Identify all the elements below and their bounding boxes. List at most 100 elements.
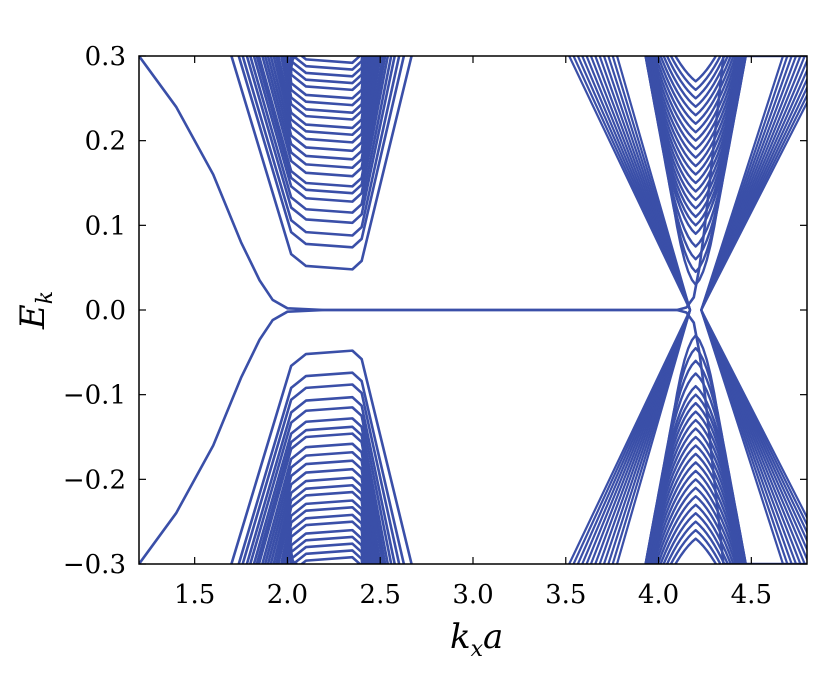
right-subband-lower bbox=[656, 495, 735, 564]
left-subband-upper bbox=[286, 56, 368, 100]
right-subband-upper bbox=[652, 56, 740, 142]
left-subband-lower bbox=[291, 549, 364, 564]
y-tick-label: −0.2 bbox=[63, 465, 126, 495]
y-tick-label: 0.3 bbox=[85, 42, 126, 72]
right-subband-lower bbox=[674, 537, 718, 564]
left-subband-lower bbox=[255, 425, 387, 564]
left-subband-upper bbox=[245, 56, 396, 225]
right-subband-lower bbox=[645, 435, 746, 564]
left-subband-upper bbox=[291, 56, 364, 71]
x-tick-label: 3.5 bbox=[545, 580, 586, 610]
right-subband-upper bbox=[651, 56, 741, 274]
x-tick-label: 4.0 bbox=[638, 580, 679, 610]
left-subband-upper bbox=[289, 56, 366, 85]
left-subband-lower bbox=[252, 417, 390, 564]
right-subband-lower bbox=[659, 503, 732, 564]
right-cone-branch-lower bbox=[567, 309, 692, 564]
right-subband-lower bbox=[648, 461, 743, 564]
left-subband-upper bbox=[289, 56, 365, 78]
right-subband-upper bbox=[654, 56, 737, 286]
left-subband-lower bbox=[261, 442, 382, 564]
y-axis-ticks: 0.3 0.2 0.1 0.0 −0.1 −0.2 −0.3 bbox=[63, 42, 807, 580]
left-subband-upper bbox=[266, 56, 378, 161]
right-subband-lower bbox=[650, 469, 741, 564]
right-subband-lower bbox=[644, 393, 747, 564]
right-subband-upper bbox=[645, 56, 746, 185]
right-subband-lower bbox=[654, 334, 737, 564]
right-subband-upper bbox=[659, 56, 732, 117]
right-subband-lower bbox=[648, 359, 744, 564]
left-subband-upper bbox=[257, 56, 385, 188]
right-subband-lower bbox=[654, 486, 737, 564]
right-subband-upper bbox=[646, 56, 745, 248]
y-tick-label: 0.1 bbox=[85, 211, 126, 241]
right-subband-upper bbox=[665, 56, 726, 100]
right-subband-upper bbox=[645, 56, 747, 235]
x-tick-label: 1.5 bbox=[174, 580, 215, 610]
right-subband-upper bbox=[656, 56, 735, 125]
x-axis-label: kxa bbox=[450, 617, 503, 662]
y-tick-label: −0.3 bbox=[63, 550, 126, 580]
y-tick-label: 0.0 bbox=[85, 296, 126, 326]
right-subband-upper bbox=[644, 56, 747, 202]
right-subband-upper bbox=[644, 56, 747, 219]
right-subband-upper bbox=[662, 56, 729, 108]
left-subband-upper bbox=[261, 56, 382, 178]
left-subband-upper bbox=[241, 56, 401, 237]
left-subband-lower bbox=[286, 520, 368, 564]
left-subband-lower bbox=[289, 535, 366, 564]
left-subband-upper bbox=[255, 56, 387, 195]
right-subband-lower bbox=[646, 444, 745, 564]
left-subband-upper bbox=[263, 56, 380, 170]
right-subband-upper bbox=[654, 56, 737, 134]
right-cone-branch-upper bbox=[700, 100, 807, 311]
right-subband-lower bbox=[645, 385, 747, 564]
right-subband-upper bbox=[648, 56, 743, 159]
right-subband-upper bbox=[644, 56, 747, 210]
right-subband-lower bbox=[662, 512, 729, 564]
right-subband-upper bbox=[647, 56, 744, 168]
left-subband-lower bbox=[266, 459, 378, 564]
right-subband-lower bbox=[644, 401, 747, 564]
right-subband-lower bbox=[644, 410, 747, 564]
y-tick-label: −0.1 bbox=[63, 381, 126, 411]
right-subband-upper bbox=[644, 56, 747, 227]
right-subband-upper bbox=[646, 56, 745, 176]
x-axis-ticks: 1.5 2.0 2.5 3.0 3.5 4.0 4.5 bbox=[174, 56, 772, 610]
x-tick-label: 4.5 bbox=[731, 580, 772, 610]
right-cone-branch-upper bbox=[567, 56, 692, 311]
right-subband-lower bbox=[665, 520, 726, 564]
left-subband-lower bbox=[289, 542, 365, 564]
y-axis-label: Ek bbox=[13, 291, 58, 330]
right-cone-branch-lower bbox=[700, 309, 807, 520]
left-subband-upper bbox=[289, 56, 366, 92]
right-subband-lower bbox=[652, 478, 740, 564]
left-subband-upper bbox=[298, 56, 363, 65]
left-subband-lower bbox=[257, 432, 385, 564]
left-subband-lower bbox=[230, 349, 413, 564]
x-tick-label: 2.0 bbox=[267, 580, 308, 610]
left-subband-upper bbox=[237, 56, 406, 249]
right-subband-upper bbox=[648, 56, 744, 261]
left-subband-upper bbox=[249, 56, 393, 214]
left-subband-lower bbox=[241, 383, 401, 564]
left-subband-lower bbox=[245, 395, 396, 564]
right-subband-lower bbox=[651, 346, 741, 564]
right-subband-lower bbox=[646, 372, 745, 564]
y-tick-label: 0.2 bbox=[85, 127, 126, 157]
left-subband-lower bbox=[263, 450, 380, 564]
x-tick-label: 3.0 bbox=[452, 580, 493, 610]
left-subband-lower bbox=[289, 528, 366, 564]
right-subband-lower bbox=[644, 418, 747, 564]
left-subband-lower bbox=[237, 371, 406, 564]
right-subband-upper bbox=[650, 56, 741, 151]
right-subband-upper bbox=[674, 56, 718, 83]
right-subband-upper bbox=[644, 56, 747, 193]
left-subband-lower bbox=[298, 555, 363, 564]
right-subband-upper bbox=[669, 56, 722, 92]
band-curves bbox=[139, 56, 807, 564]
right-subband-lower bbox=[644, 427, 747, 564]
left-subband-lower bbox=[249, 406, 393, 564]
x-tick-label: 2.5 bbox=[360, 580, 401, 610]
